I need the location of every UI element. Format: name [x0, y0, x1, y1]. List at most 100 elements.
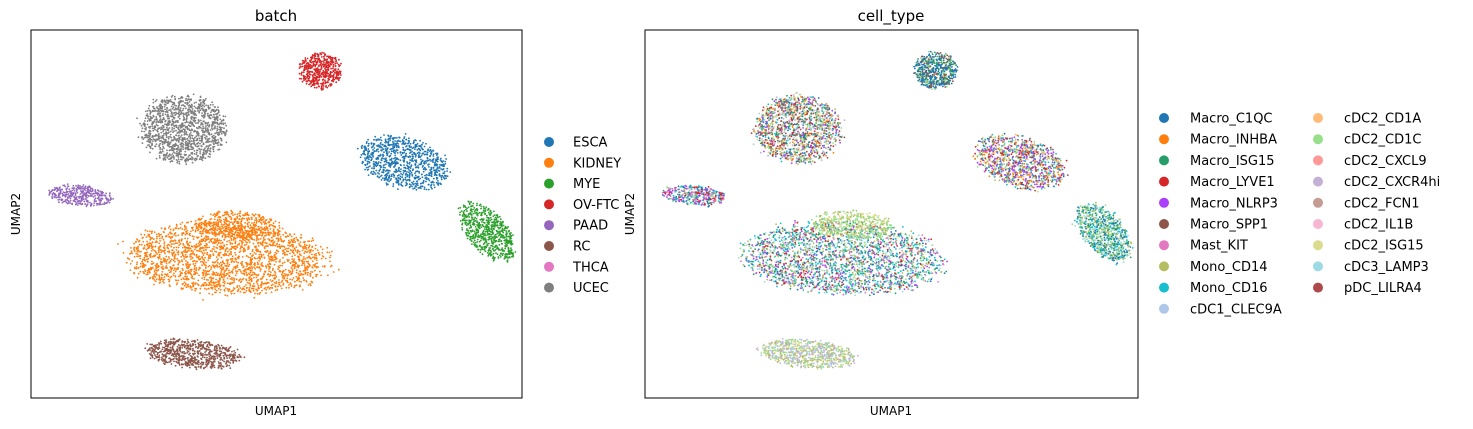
scatter-point — [390, 173, 393, 176]
scatter-point — [322, 69, 325, 72]
scatter-point — [392, 149, 395, 152]
scatter-point — [164, 249, 166, 252]
scatter-point — [330, 67, 332, 70]
scatter-point — [240, 235, 242, 238]
scatter-point — [257, 245, 260, 247]
scatter-point — [493, 227, 495, 230]
scatter-point — [178, 244, 181, 247]
scatter-point — [487, 225, 490, 228]
scatter-point — [139, 262, 142, 265]
scatter-point — [415, 166, 418, 169]
scatter-point — [131, 260, 134, 262]
scatter-point — [133, 248, 136, 251]
scatter-point — [203, 224, 206, 227]
scatter-point — [296, 265, 298, 268]
scatter-point — [271, 244, 273, 247]
scatter-point — [490, 244, 492, 247]
scatter-point — [469, 230, 472, 232]
scatter-point — [171, 235, 174, 238]
scatter-point — [219, 248, 222, 251]
scatter-point — [238, 268, 241, 271]
scatter-point — [498, 243, 501, 246]
scatter-point — [214, 250, 216, 253]
scatter-point — [156, 235, 158, 238]
scatter-point — [271, 239, 273, 242]
scatter-point — [499, 221, 502, 223]
scatter-point — [143, 244, 146, 247]
scatter-point — [427, 174, 429, 177]
scatter-point — [423, 153, 426, 156]
scatter-point — [373, 165, 375, 168]
scatter-point — [416, 176, 419, 179]
scatter-point — [502, 252, 504, 255]
scatter-point — [321, 248, 324, 251]
scatter-point — [148, 247, 150, 249]
scatter-point — [186, 237, 189, 240]
scatter-point — [422, 142, 424, 144]
scatter-point — [312, 74, 315, 76]
scatter-point — [206, 222, 208, 225]
scatter-point — [233, 225, 236, 228]
scatter-point — [167, 233, 170, 236]
scatter-point — [225, 223, 228, 225]
scatter-point — [193, 273, 195, 276]
scatter-point — [230, 237, 233, 240]
scatter-point — [182, 250, 185, 253]
scatter-point — [227, 226, 230, 229]
scatter-point — [236, 286, 239, 289]
scatter-point — [200, 239, 203, 241]
scatter-point — [383, 157, 385, 160]
scatter-point — [470, 239, 472, 241]
scatter-point — [236, 290, 239, 293]
scatter-point — [117, 243, 119, 245]
scatter-point — [226, 230, 229, 233]
scatter-point — [260, 255, 263, 258]
scatter-point — [408, 144, 411, 147]
scatter-point — [474, 235, 477, 237]
scatter-point — [387, 134, 389, 137]
scatter-point — [496, 246, 499, 249]
scatter-point — [186, 246, 189, 249]
scatter-point — [215, 233, 218, 236]
scatter-point — [229, 236, 232, 239]
scatter-point — [188, 247, 190, 250]
scatter-point — [226, 220, 229, 223]
scatter-point — [331, 57, 334, 60]
scatter-point — [219, 242, 222, 245]
scatter-point — [476, 224, 478, 226]
scatter-point — [482, 238, 485, 241]
scatter-point — [317, 55, 319, 58]
scatter-point — [145, 248, 148, 251]
scatter-point — [152, 238, 155, 241]
scatter-point — [214, 285, 217, 287]
scatter-point — [163, 278, 166, 281]
scatter-point — [148, 242, 151, 245]
scatter-point — [155, 278, 158, 281]
scatter-point — [378, 138, 381, 141]
scatter-point — [490, 253, 493, 256]
scatter-point — [216, 259, 218, 262]
scatter-point — [367, 142, 370, 145]
scatter-point — [166, 258, 169, 261]
scatter-point — [397, 181, 399, 184]
scatter-point — [137, 247, 139, 250]
scatter-point — [427, 178, 430, 180]
scatter-point — [405, 138, 407, 141]
scatter-point — [205, 248, 208, 251]
scatter-point — [337, 63, 340, 66]
scatter-point — [459, 206, 461, 209]
scatter-point — [394, 140, 396, 142]
scatter-point — [366, 153, 369, 156]
scatter-point — [476, 238, 479, 241]
scatter-point — [223, 274, 226, 277]
scatter-point — [395, 158, 398, 160]
scatter-point — [311, 57, 313, 59]
scatter-point — [501, 242, 503, 245]
scatter-point — [231, 235, 234, 238]
scatter-point — [419, 139, 421, 142]
scatter-point — [219, 291, 221, 294]
scatter-point — [257, 225, 260, 228]
scatter-point — [272, 225, 275, 228]
scatter-point — [207, 235, 210, 238]
scatter-point — [315, 71, 318, 74]
